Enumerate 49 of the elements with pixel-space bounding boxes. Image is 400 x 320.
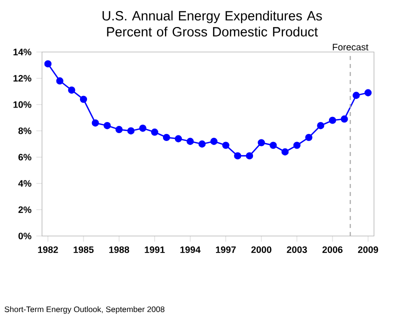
point [364, 89, 372, 96]
point [56, 77, 64, 85]
point [246, 152, 254, 160]
x-tick-label: 2009 [358, 246, 378, 253]
point [139, 124, 146, 132]
point [44, 60, 52, 68]
point [115, 126, 123, 134]
point [293, 142, 301, 149]
y-tick-label: 6% [18, 154, 32, 160]
x-tick-label: 1994 [180, 246, 201, 253]
x-tick-label: 2006 [322, 246, 343, 253]
x-tick-label: 1982 [38, 246, 58, 253]
point [270, 142, 277, 149]
y-tick-label: 12% [14, 75, 32, 82]
point [258, 139, 265, 146]
point [234, 152, 242, 160]
point [317, 122, 324, 130]
y-tick-label: 10% [14, 101, 32, 108]
point [340, 115, 348, 123]
point [68, 86, 76, 94]
text: Forecast [332, 44, 368, 50]
x-tick-label: 1991 [144, 246, 165, 253]
point [210, 138, 218, 145]
y-tick-label: 8% [18, 128, 32, 134]
point [92, 119, 99, 127]
point [305, 134, 312, 142]
y-tick-label: 2% [18, 206, 32, 213]
x-tick-label: 1988 [109, 246, 130, 253]
chart-title: U.S. Annual Energy Expenditures As Percent of Gross Domestic Product [102, 10, 322, 36]
text: Short-Term Energy Outlook, September 2008 [4, 306, 164, 314]
x-tick-label: 2003 [286, 246, 307, 254]
x-tick-label: 1985 [74, 246, 94, 253]
point [198, 140, 206, 148]
point [80, 96, 88, 103]
point [174, 135, 182, 142]
y-tick-label: 4% [18, 180, 32, 187]
point [186, 138, 194, 145]
x-tick-label: 1997 [216, 246, 236, 253]
point [352, 92, 360, 99]
point [151, 128, 158, 136]
point [328, 116, 336, 124]
y-tick-label: 0% [18, 232, 32, 240]
y-tick-label: 14% [14, 48, 32, 56]
x-tick-label: 2000 [251, 246, 272, 253]
point [127, 127, 135, 134]
point [222, 142, 230, 149]
point [162, 134, 170, 142]
point [104, 122, 111, 130]
point [281, 148, 289, 156]
